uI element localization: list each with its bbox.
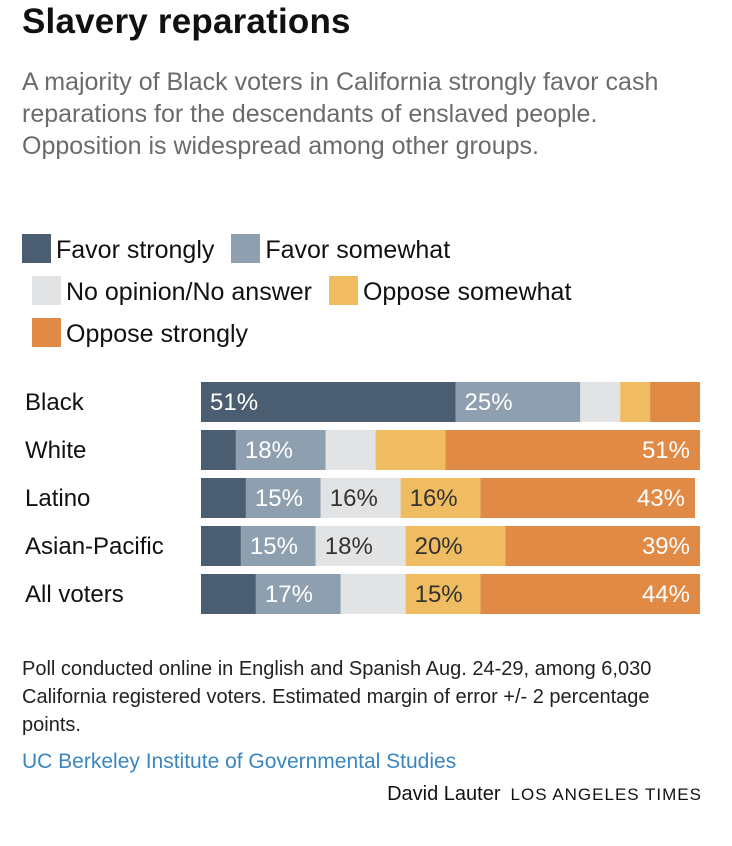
data-label-asian-pacific-2: 18%: [325, 533, 373, 560]
stacked-bar-chart: Black 51% 25% White 18% 51% Latino 15% 16% 16% 43%…: [25, 382, 700, 614]
data-label-latino-3: 16%: [410, 485, 458, 512]
bar-segment-latino-4: [480, 478, 695, 518]
legend-label: Favor somewhat: [265, 236, 451, 264]
bar-segment-black-4: [650, 382, 700, 422]
credit-line: David Lauter LOS ANGELES TIMES: [387, 783, 702, 806]
category-label-black: Black: [25, 389, 85, 416]
legend-label: Oppose somewhat: [362, 278, 572, 306]
bar-segment-white-2: [325, 430, 376, 470]
legend-item-favor-strongly: Favor strongly: [22, 234, 215, 264]
legend-label: Favor strongly: [56, 236, 215, 264]
bar-segment-all-voters-1: [255, 574, 341, 614]
bar-segment-latino-1: [245, 478, 321, 518]
bar-segment-all-voters-3: [405, 574, 481, 614]
bar-segment-asian-pacific-1: [240, 526, 316, 566]
data-label-latino-1: 15%: [255, 485, 303, 512]
bar-segment-white-1: [235, 430, 326, 470]
data-label-white-4: 51%: [642, 437, 690, 464]
legend-swatch: [32, 276, 61, 305]
bar-segment-asian-pacific-3: [405, 526, 506, 566]
legend-item-favor-somewhat: Favor somewhat: [231, 234, 451, 264]
data-label-asian-pacific-3: 20%: [415, 533, 463, 560]
category-label-white: White: [25, 437, 86, 464]
legend-item-oppose-strongly: Oppose strongly: [32, 318, 249, 348]
bar-segment-latino-2: [320, 478, 401, 518]
legend-label: No opinion/No answer: [66, 278, 312, 306]
chart-title: Slavery reparations: [22, 2, 351, 41]
legend-swatch: [328, 276, 358, 305]
bar-segment-black-0: [201, 382, 456, 422]
data-label-asian-pacific-1: 15%: [250, 533, 298, 560]
publisher-credit: LOS ANGELES TIMES: [510, 785, 702, 804]
bar-segment-asian-pacific-0: [201, 526, 241, 566]
bar-segment-white-3: [375, 430, 446, 470]
bar-segment-all-voters-4: [480, 574, 700, 614]
bar-segment-white-4: [445, 430, 700, 470]
data-label-white-1: 18%: [245, 437, 293, 464]
author-credit: David Lauter: [387, 783, 501, 805]
data-label-latino-4: 43%: [637, 485, 685, 512]
category-label-latino: Latino: [25, 485, 90, 512]
legend-swatch: [22, 234, 51, 263]
source-link[interactable]: UC Berkeley Institute of Governmental St…: [22, 750, 457, 773]
data-label-asian-pacific-4: 39%: [642, 533, 690, 560]
legend-swatch: [231, 234, 261, 263]
bar-segment-black-1: [455, 382, 581, 422]
chart-notes: Poll conducted online in English and Spa…: [22, 658, 652, 736]
data-label-all-voters-1: 17%: [265, 581, 313, 608]
chart-subtitle: A majority of Black voters in California…: [22, 68, 659, 160]
data-label-black-0: 51%: [210, 389, 258, 416]
bar-segment-all-voters-0: [201, 574, 256, 614]
bar-segment-black-2: [580, 382, 621, 422]
legend-item-oppose-somewhat: Oppose somewhat: [328, 276, 572, 306]
data-label-all-voters-3: 15%: [415, 581, 463, 608]
legend-label: Oppose strongly: [66, 320, 249, 348]
data-label-black-1: 25%: [465, 389, 513, 416]
legend: Favor strongly Favor somewhat No opinion…: [22, 229, 662, 355]
bar-segment-asian-pacific-2: [315, 526, 406, 566]
data-label-latino-2: 16%: [330, 485, 378, 512]
bar-segment-black-3: [620, 382, 651, 422]
legend-swatch: [32, 318, 61, 347]
bar-segment-latino-3: [400, 478, 481, 518]
data-label-all-voters-4: 44%: [642, 581, 690, 608]
bar-segment-white-0: [201, 430, 236, 470]
category-label-all-voters: All voters: [25, 581, 124, 608]
bar-segment-latino-0: [201, 478, 246, 518]
bar-segment-all-voters-2: [340, 574, 406, 614]
category-label-asian-pacific: Asian-Pacific: [25, 533, 164, 560]
bar-segment-asian-pacific-4: [505, 526, 700, 566]
legend-item-no-opinion: No opinion/No answer: [32, 276, 312, 306]
